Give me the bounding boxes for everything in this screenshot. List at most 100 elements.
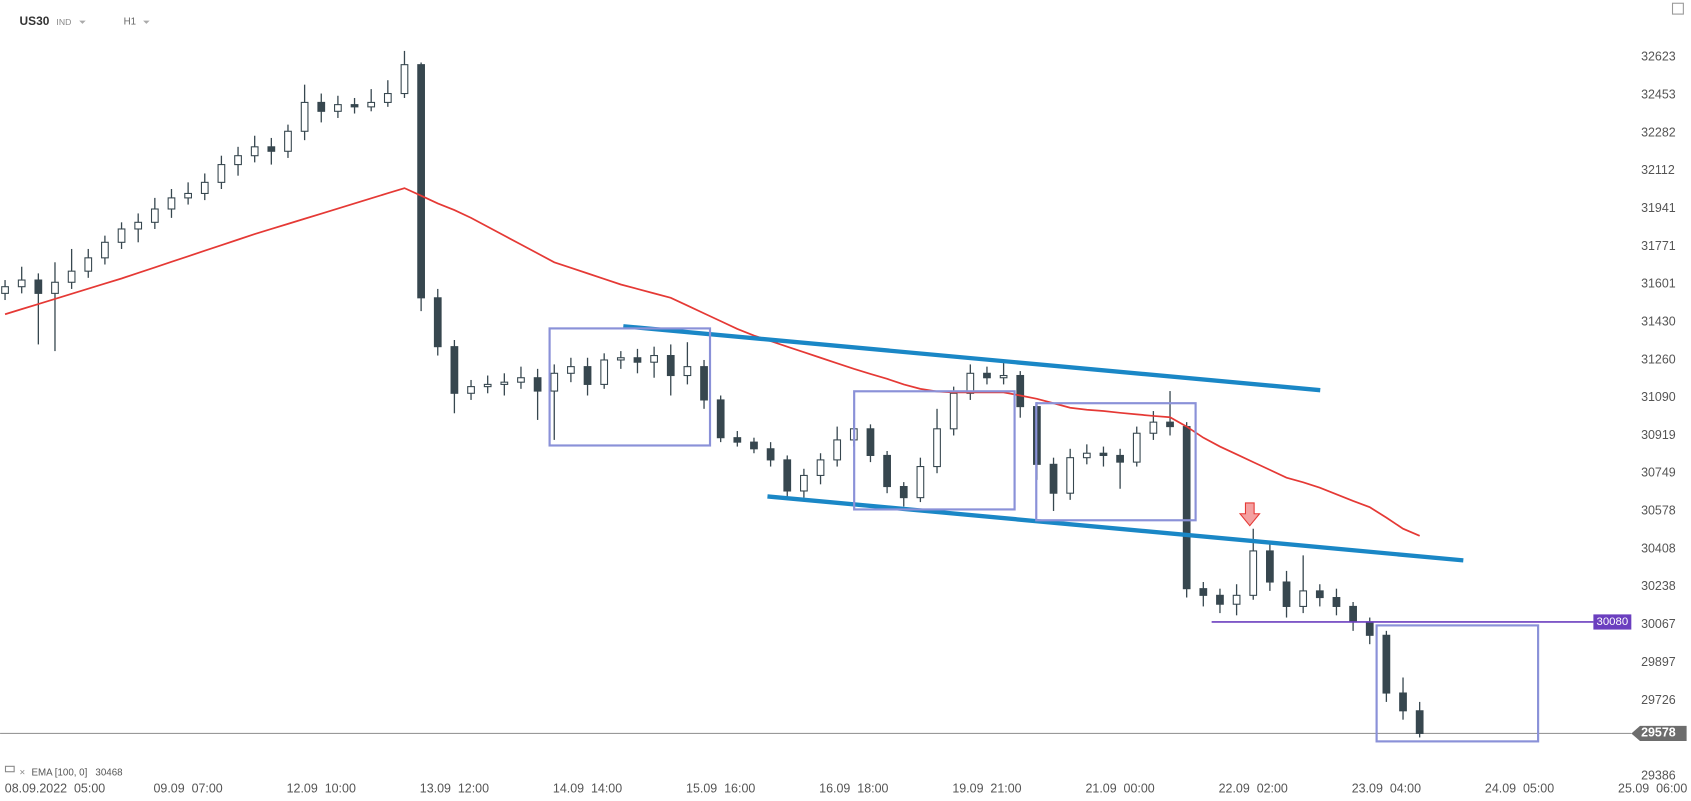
y-tick-label: 32453 <box>1641 87 1676 101</box>
x-tick-label: 13.09 12:00 <box>420 781 489 795</box>
candle-body <box>1082 452 1091 459</box>
candle-body <box>1365 621 1374 636</box>
symbol[interactable]: US30 <box>20 14 50 28</box>
candle-body <box>600 359 609 385</box>
candle-body <box>1149 421 1158 434</box>
x-tick-label: 12.09 10:00 <box>287 781 356 795</box>
y-tick-label: 30749 <box>1641 466 1676 480</box>
x-tick-label: 15.09 16:00 <box>686 781 755 795</box>
candle-body <box>933 428 941 468</box>
market: IND <box>56 17 71 27</box>
y-tick-label: 32623 <box>1641 50 1676 64</box>
y-tick-label: 31260 <box>1641 352 1676 366</box>
candle-body <box>1282 581 1291 607</box>
range-box <box>853 390 1016 511</box>
candle-body <box>34 279 43 294</box>
candle-body <box>300 101 309 132</box>
candle-body <box>51 281 59 294</box>
candle-body <box>500 381 509 385</box>
candle-body <box>17 279 26 288</box>
y-tick-label: 30919 <box>1641 428 1676 442</box>
candle-body <box>1332 597 1341 607</box>
candle-body <box>517 377 525 383</box>
candle-body <box>983 372 991 379</box>
y-tick-label: 30408 <box>1641 541 1676 555</box>
candle-body <box>1315 590 1324 599</box>
candle-body <box>1066 457 1075 494</box>
candle-body <box>1382 634 1391 694</box>
candle-body <box>666 354 675 377</box>
candle-body <box>1016 374 1025 408</box>
candle-body <box>750 441 758 450</box>
plot-layer: 32623 32453 32282 32112 31941 31771 31601 31430… <box>0 50 1687 795</box>
candle-body <box>1216 594 1224 605</box>
candle-body <box>101 241 109 259</box>
candle-body <box>1266 550 1274 583</box>
candle-body <box>367 101 376 108</box>
candle-body <box>167 197 176 210</box>
candle-body <box>883 454 891 488</box>
candle-body <box>716 399 725 439</box>
candle-body <box>583 366 592 385</box>
candle-body <box>117 228 126 243</box>
y-tick-label: 30067 <box>1641 617 1676 631</box>
candle-body <box>383 92 392 103</box>
candle-body <box>417 64 425 299</box>
legend-close[interactable]: × <box>20 767 26 778</box>
candle-body <box>866 428 875 456</box>
trendline <box>767 494 1464 563</box>
candle-body <box>999 374 1008 379</box>
candle-body <box>150 208 159 223</box>
y-tick-label: 31601 <box>1641 277 1676 291</box>
candle-body <box>650 354 658 363</box>
candle-body <box>1349 605 1357 623</box>
dropdown-icon[interactable] <box>143 20 150 24</box>
candle-body <box>533 377 542 392</box>
trendline <box>623 324 1321 393</box>
candle-body <box>400 64 409 95</box>
candle-body <box>250 146 259 157</box>
drawings <box>548 324 1540 743</box>
candle-body <box>1249 550 1258 596</box>
y-tick-label: 32112 <box>1641 163 1675 177</box>
candle-body <box>683 366 692 377</box>
candle-body <box>1199 588 1208 596</box>
candle-body <box>700 366 708 401</box>
dropdown-icon[interactable] <box>79 20 86 24</box>
candle-body <box>1182 426 1191 590</box>
candle-body <box>1049 463 1058 494</box>
candle-body <box>433 297 442 348</box>
candle-body <box>483 383 492 388</box>
candle-body <box>450 346 459 394</box>
y-tick-label: 29386 <box>1641 768 1676 782</box>
x-tick-label: 16.09 18:00 <box>819 781 888 795</box>
candle-body <box>733 437 742 443</box>
x-tick-label: 25.09 06:00 <box>1618 781 1687 795</box>
range-box <box>1375 624 1540 743</box>
y-tick-label: 30578 <box>1641 504 1676 518</box>
y-tick-label: 31090 <box>1641 390 1676 404</box>
candle-body <box>1 286 9 294</box>
candle-body <box>234 155 242 166</box>
candle-body <box>1299 590 1308 607</box>
last-price-tag <box>1631 725 1687 742</box>
candle-body <box>217 164 226 183</box>
candle-body <box>1399 692 1407 712</box>
candle-body <box>200 181 209 194</box>
settings-icon[interactable] <box>1671 2 1684 15</box>
legend-icon[interactable] <box>4 765 15 773</box>
y-tick-label: 31771 <box>1641 239 1676 253</box>
timeframe[interactable]: H1 <box>124 16 136 27</box>
ema-line <box>4 187 1421 537</box>
candle-body <box>267 146 276 152</box>
candle-body <box>1415 710 1424 734</box>
candle-body <box>1116 454 1124 463</box>
y-tick-label: 31941 <box>1641 201 1676 215</box>
x-tick-label: 24.09 05:00 <box>1485 781 1554 795</box>
candle-body <box>284 130 292 152</box>
candle-body <box>633 357 642 363</box>
candle-body <box>800 474 808 492</box>
candle-body <box>783 459 792 492</box>
y-tick-label: 29726 <box>1641 693 1676 707</box>
candle-body <box>134 221 143 230</box>
